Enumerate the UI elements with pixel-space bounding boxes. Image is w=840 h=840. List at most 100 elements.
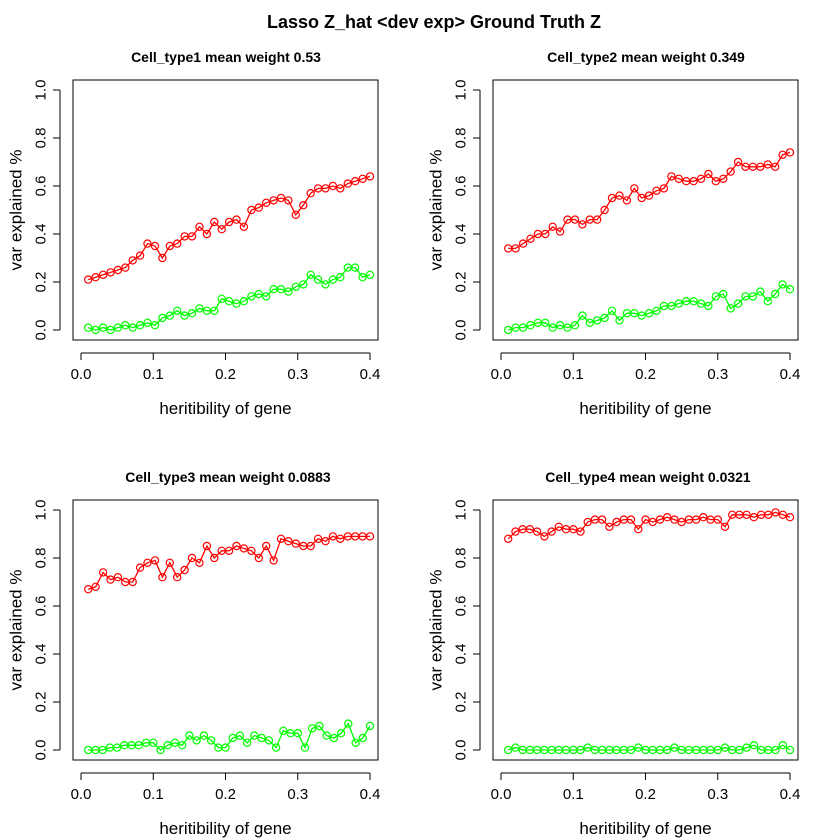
- data-point: [569, 525, 578, 534]
- data-point: [336, 534, 345, 544]
- data-point: [547, 527, 556, 536]
- series-1: [83, 532, 375, 594]
- data-point: [667, 172, 676, 181]
- data-point: [583, 517, 592, 527]
- data-point: [351, 738, 360, 748]
- data-point: [555, 321, 565, 330]
- data-point: [276, 193, 286, 203]
- data-point: [83, 323, 93, 332]
- data-point: [600, 313, 609, 323]
- data-point: [336, 184, 345, 193]
- y-tick-label: 1.0: [33, 80, 50, 101]
- x-axis-label: heritibility of gene: [159, 819, 291, 838]
- x-tick-label: 0.1: [563, 786, 584, 803]
- data-point: [306, 541, 315, 551]
- data-point: [689, 176, 698, 186]
- plot-frame: [492, 79, 799, 341]
- y-tick-label: 0.4: [453, 644, 470, 665]
- data-point: [187, 232, 197, 241]
- x-tick-label: 0.0: [491, 786, 512, 803]
- data-point: [504, 534, 513, 544]
- data-point: [733, 299, 743, 308]
- data-point: [149, 738, 158, 748]
- data-point: [321, 280, 330, 289]
- panels: Cell_type1 mean weight 0.53 0.0 0.1 0.2 0.3 0…: [7, 49, 801, 838]
- data-point: [641, 515, 650, 524]
- data-point: [262, 541, 271, 551]
- y-tick-label: 0.0: [33, 740, 50, 761]
- data-point: [195, 222, 204, 231]
- data-point: [232, 215, 241, 224]
- data-point: [771, 162, 780, 171]
- y-tick-label: 0.8: [453, 128, 470, 149]
- data-point: [365, 172, 375, 181]
- data-point: [785, 513, 795, 522]
- data-point: [135, 251, 145, 260]
- data-point: [719, 174, 728, 183]
- y-tick-label: 0.4: [33, 224, 50, 245]
- panel-2: Cell_type2 mean weight 0.349 0.0 0.1 0.2 0.3…: [427, 49, 801, 418]
- data-point: [336, 729, 346, 738]
- data-point: [158, 313, 167, 323]
- data-point: [615, 316, 624, 325]
- data-point: [113, 573, 123, 582]
- data-point: [128, 323, 137, 332]
- data-point: [284, 537, 293, 546]
- data-point: [720, 522, 730, 532]
- data-point: [165, 311, 174, 320]
- data-point: [518, 239, 528, 248]
- y-tick-label: 0.6: [33, 596, 50, 617]
- data-point: [504, 745, 513, 755]
- series-2: [504, 280, 795, 335]
- data-point: [674, 299, 684, 308]
- data-point: [713, 745, 723, 755]
- data-point: [83, 275, 93, 284]
- data-point: [112, 743, 122, 752]
- data-point: [540, 532, 549, 541]
- data-point: [150, 241, 160, 251]
- data-point: [748, 292, 758, 301]
- series-line: [507, 283, 791, 331]
- x-tick-label: 0.2: [635, 366, 656, 383]
- data-point: [696, 299, 706, 308]
- series-1: [504, 148, 795, 253]
- data-point: [134, 741, 143, 750]
- data-point: [269, 196, 278, 205]
- x-tick-label: 0.1: [563, 366, 584, 383]
- data-point: [328, 275, 338, 284]
- x-axis-label: heritibility of gene: [579, 819, 711, 838]
- data-point: [615, 191, 624, 200]
- data-point: [254, 203, 263, 212]
- data-point: [210, 306, 219, 315]
- data-point: [328, 181, 338, 191]
- data-point: [239, 222, 249, 231]
- data-point: [630, 184, 639, 193]
- data-point: [172, 239, 182, 248]
- data-point: [343, 179, 352, 188]
- data-point: [778, 741, 788, 750]
- data-point: [83, 585, 93, 594]
- data-point: [749, 513, 759, 522]
- data-point: [733, 157, 743, 167]
- figure-title: Lasso Z_hat <dev exp> Ground Truth Z: [267, 12, 601, 32]
- data-point: [630, 309, 639, 318]
- x-axis-label: heritibility of gene: [159, 399, 291, 418]
- data-point: [98, 745, 107, 755]
- data-point: [699, 513, 708, 522]
- data-point: [605, 522, 614, 532]
- data-point: [262, 198, 271, 207]
- x-tick-label: 0.0: [491, 366, 512, 383]
- y-tick-label: 0.2: [453, 272, 470, 293]
- data-point: [185, 731, 194, 740]
- data-point: [257, 733, 266, 743]
- data-point: [778, 280, 787, 289]
- data-point: [652, 186, 661, 195]
- data-point: [128, 577, 137, 587]
- data-point: [306, 188, 315, 198]
- data-point: [578, 220, 587, 229]
- data-point: [634, 743, 643, 752]
- data-point: [291, 282, 300, 291]
- data-point: [663, 513, 672, 522]
- data-point: [143, 558, 152, 568]
- plot-frame: [72, 79, 379, 341]
